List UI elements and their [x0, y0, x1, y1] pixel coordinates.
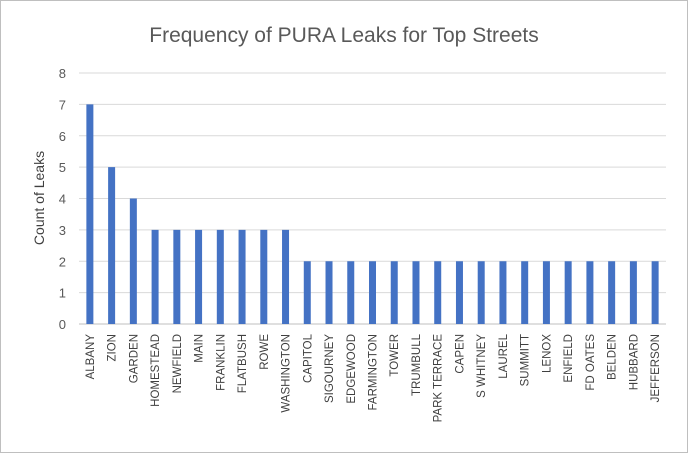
x-category-label: FD OATES: [585, 334, 597, 391]
x-category-label: CAPEN: [454, 334, 466, 374]
bar: [347, 261, 355, 324]
y-axis-label: Count of Leaks: [31, 151, 47, 245]
x-category-label: SUMMITT: [520, 334, 532, 386]
x-category-label: GARDEN: [128, 334, 140, 383]
y-axis-ticks: 0 1 2 3 4 5 6 7 8: [59, 66, 66, 332]
x-category-label: JEFFERSON: [650, 334, 662, 402]
x-category-label: FRANKLIN: [215, 334, 227, 391]
bar: [303, 261, 311, 324]
x-category-label: FLATBUSH: [237, 334, 249, 393]
chart-title: Frequency of PURA Leaks for Top Streets: [149, 24, 538, 47]
bar: [216, 229, 224, 324]
bars: [86, 104, 659, 324]
y-tick-label: 0: [59, 317, 66, 332]
x-category-label: TOWER: [389, 334, 401, 377]
bar: [477, 261, 485, 324]
x-category-label: SIGOURNEY: [324, 334, 336, 403]
bar: [173, 229, 181, 324]
bar: [151, 229, 159, 324]
x-category-label: BELDEN: [607, 334, 619, 380]
y-tick-label: 7: [59, 97, 66, 112]
x-category-label: ZION: [107, 334, 119, 361]
bar: [542, 261, 550, 324]
x-category-label: LAUREL: [498, 333, 510, 378]
bar: [455, 261, 463, 324]
bar: [129, 198, 137, 324]
bar: [434, 261, 442, 324]
x-category-label: FARMINGTON: [368, 334, 380, 410]
x-category-label: WASHINGTON: [281, 334, 293, 413]
bar: [564, 261, 572, 324]
x-category-label: ENFIELD: [563, 334, 575, 383]
bar: [629, 261, 637, 324]
bar: [325, 261, 333, 324]
bar: [369, 261, 376, 324]
bar: [390, 261, 398, 324]
bar: [586, 261, 594, 324]
bar: [108, 167, 116, 324]
y-tick-label: 2: [59, 254, 66, 269]
bar: [521, 261, 529, 324]
bar: [260, 229, 268, 324]
bar: [499, 261, 507, 324]
y-tick-label: 5: [59, 160, 66, 175]
x-category-label: PARK TERRACE: [433, 334, 445, 423]
x-category-label: MAIN: [194, 334, 206, 363]
y-tick-label: 1: [59, 286, 66, 301]
x-category-label: LENOX: [541, 334, 553, 373]
bar: [238, 229, 246, 324]
x-category-label: S WHITNEY: [476, 334, 488, 398]
x-category-label: HUBBARD: [628, 334, 640, 390]
bar: [282, 229, 290, 324]
bar: [608, 261, 616, 324]
bar: [651, 261, 659, 324]
x-category-label: TRUMBULL: [411, 333, 423, 396]
bar: [412, 261, 420, 324]
bar: [86, 104, 94, 324]
y-tick-label: 8: [59, 66, 66, 81]
x-category-label: HOMESTEAD: [150, 334, 162, 407]
x-category-label: ROWE: [259, 334, 271, 370]
y-tick-label: 4: [59, 192, 66, 207]
y-tick-label: 3: [59, 223, 66, 238]
bar: [195, 229, 203, 324]
x-category-label: CAPITOL: [302, 333, 314, 383]
x-category-label: EDGEWOOD: [346, 334, 358, 404]
x-category-label: ALBANY: [85, 334, 97, 380]
x-axis-category-labels: ALBANY ZION GARDEN HOMESTEAD NEWFIELD MAIN FRA…: [85, 333, 662, 422]
y-tick-label: 6: [59, 129, 66, 144]
x-category-label: NEWFIELD: [172, 334, 184, 393]
